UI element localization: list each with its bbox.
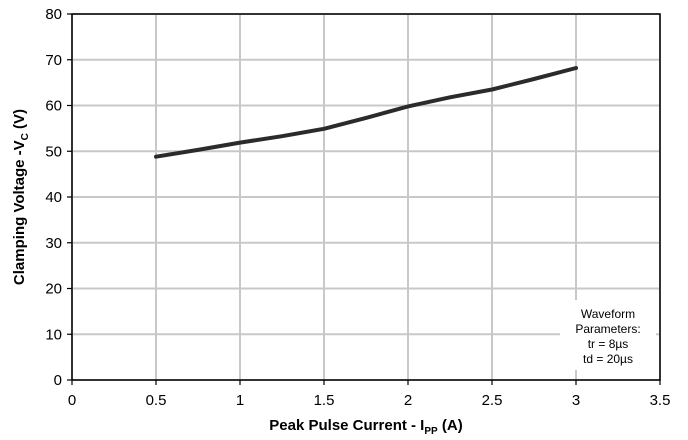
y-tick-label: 70 [45,52,62,69]
x-axis-title: Peak Pulse Current - IPP (A) [269,417,462,437]
note-line: Parameters: [575,322,640,336]
x-axis-ticks: 0 0.5 1 1.5 2 2.5 3 3.5 [68,380,671,409]
y-tick-label: 0 [54,372,62,389]
note-line: Waveform [581,307,635,321]
x-axis-title-subscript: PP [424,426,438,437]
y-tick-label: 20 [45,281,62,298]
y-tick-label: 10 [45,326,62,343]
y-axis-ticks: 0 10 20 30 40 50 60 70 80 [45,6,72,389]
y-tick-label: 80 [45,6,62,23]
y-tick-label: 50 [45,143,62,160]
x-tick-label: 1.5 [314,392,335,409]
x-tick-label: 3.5 [650,392,671,409]
x-axis-title-unit: (A) [438,417,463,434]
x-tick-label: 1 [236,392,244,409]
y-axis-title: Clamping Voltage -VC (V) [11,109,31,285]
y-axis-title-main: Clamping Voltage -V [11,140,28,285]
note-line: tr = 8µs [588,337,629,351]
x-tick-label: 0 [68,392,76,409]
waveform-parameters-note: Waveform Parameters: tr = 8µs td = 20µs [560,300,656,370]
y-tick-label: 30 [45,235,62,252]
x-tick-label: 2.5 [482,392,503,409]
series-line [154,66,578,159]
y-axis-title-unit: (V) [11,109,28,133]
note-line: td = 20µs [583,352,633,366]
y-axis-title-subscript: C [20,133,31,140]
x-tick-label: 3 [572,392,580,409]
y-tick-label: 40 [45,189,62,206]
x-tick-label: 2 [404,392,412,409]
y-tick-label: 60 [45,98,62,115]
x-axis-title-main: Peak Pulse Current - I [269,417,424,434]
x-tick-label: 0.5 [146,392,167,409]
series-layer [154,66,578,159]
